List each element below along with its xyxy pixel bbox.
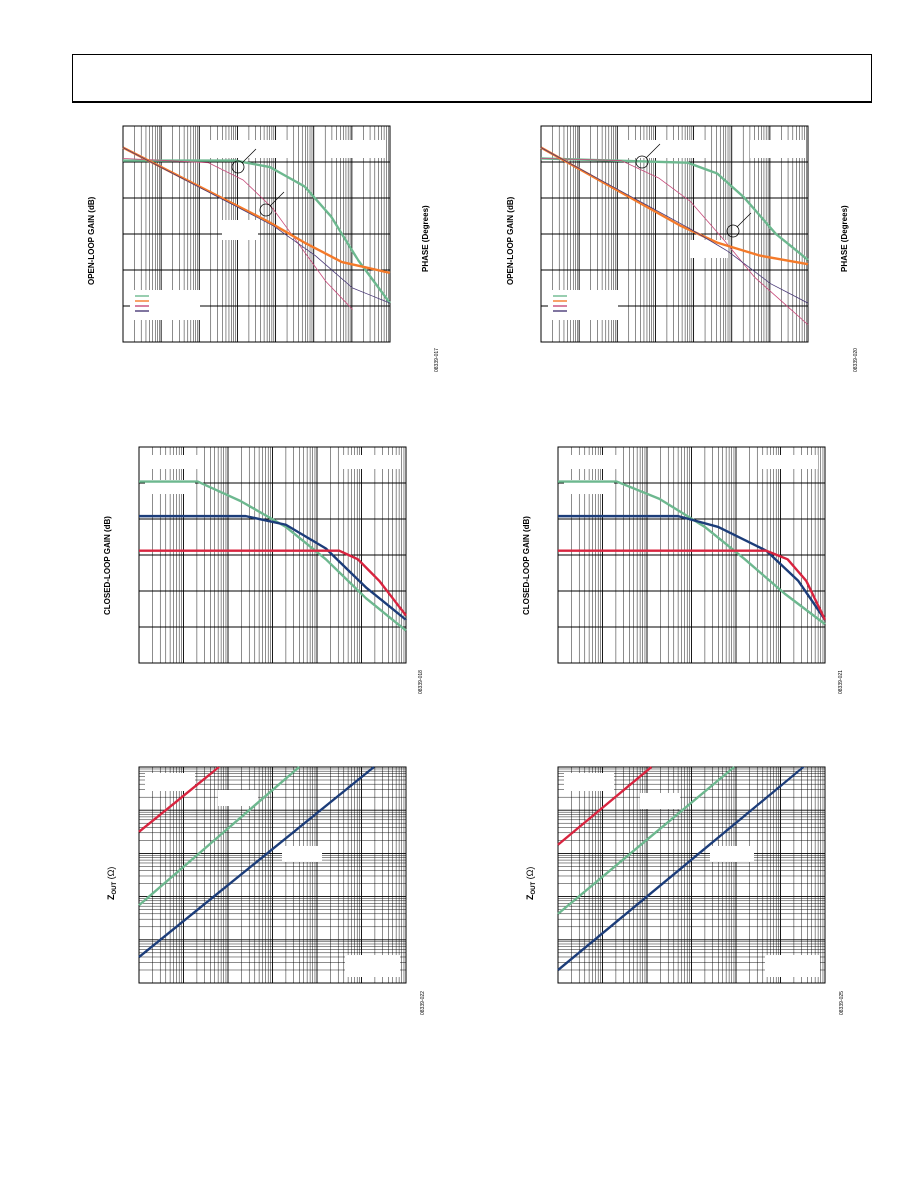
- zout-sub: OUT: [112, 882, 118, 895]
- annotation-box: [218, 790, 258, 806]
- marker-circle: [635, 155, 649, 169]
- series-line-purple: [122, 147, 391, 304]
- closed-loop-gain-chart-left: [138, 446, 407, 664]
- annotation-box: [145, 455, 200, 469]
- annotation-box: [564, 455, 619, 469]
- y-axis-label-phase-right: PHASE (Degrees): [840, 205, 849, 272]
- figure-code-3: 08339-018: [418, 670, 424, 694]
- annotation-box: [145, 773, 195, 791]
- annotation-box: [210, 140, 290, 158]
- series-line-green: [540, 157, 809, 261]
- annotation-box: [765, 955, 820, 977]
- y-axis-label-closed-loop-right: CLOSED-LOOP GAIN (dB): [522, 516, 531, 615]
- series-line-purple: [540, 147, 809, 304]
- figure-code-6: 08339-025: [839, 991, 845, 1015]
- open-loop-gain-chart-left: [122, 125, 391, 343]
- y-axis-label-open-loop-left: OPEN-LOOP GAIN (dB): [87, 196, 96, 285]
- annotation-box: [282, 846, 322, 862]
- series-line-pink: [540, 158, 809, 326]
- y-axis-label-open-loop-right: OPEN-LOOP GAIN (dB): [506, 196, 515, 285]
- annotation-box: [330, 140, 385, 158]
- y-axis-label-zout-left: ZOUT (Ω): [106, 867, 118, 900]
- annotation-box: [628, 140, 708, 158]
- marker-circle: [259, 203, 273, 217]
- annotation-box: [564, 773, 614, 791]
- marker-leader: [269, 191, 285, 207]
- series-line-red: [138, 766, 220, 833]
- series-line-blue: [138, 766, 375, 959]
- series-line-green: [138, 766, 300, 907]
- marker-circle: [231, 160, 245, 174]
- zout-sub: OUT: [531, 882, 537, 895]
- figure-code-4: 08339-021: [838, 670, 844, 694]
- zout-z: Z: [525, 894, 535, 900]
- figure-code-1: 08339-017: [434, 348, 440, 372]
- series-line-green: [122, 159, 391, 304]
- annotation-box: [222, 220, 258, 240]
- series-line-red: [558, 549, 827, 621]
- figure-code-2: 08339-020: [853, 348, 859, 372]
- y-axis-label-zout-right: ZOUT (Ω): [525, 867, 537, 900]
- figure-code-5: 08339-022: [420, 991, 426, 1015]
- annotation-box: [758, 455, 818, 469]
- annotation-box: [690, 240, 728, 258]
- series-line-blue: [139, 514, 407, 621]
- series-line-pink: [122, 158, 353, 310]
- annotation-box: [640, 793, 680, 809]
- annotation-box: [145, 480, 195, 494]
- annotation-box: [548, 290, 618, 320]
- marker-leader: [645, 143, 661, 159]
- annotation-box: [340, 455, 400, 469]
- annotation-box: [710, 846, 754, 862]
- closed-loop-gain-chart-right: [557, 446, 827, 664]
- series-line-green: [139, 480, 407, 632]
- y-axis-label-phase-left: PHASE (Degrees): [421, 205, 430, 272]
- marker-leader: [736, 212, 752, 228]
- marker-leader: [241, 148, 257, 164]
- page-header: [72, 54, 872, 103]
- series-line-green: [557, 766, 735, 915]
- series-line-blue: [558, 514, 826, 621]
- annotation-box: [345, 955, 400, 977]
- zout-z: Z: [106, 894, 116, 900]
- annotation-box: [130, 290, 200, 320]
- zout-unit: (Ω): [106, 867, 116, 882]
- series-line-orange: [122, 146, 391, 275]
- series-line-blue: [557, 766, 805, 971]
- zout-chart-left: [138, 766, 407, 984]
- zout-chart-right: [557, 766, 826, 984]
- open-loop-gain-chart-right: [540, 125, 809, 343]
- annotation-box: [750, 140, 805, 158]
- series-line-green: [558, 480, 826, 626]
- series-line-red: [139, 549, 407, 617]
- y-axis-label-closed-loop-left: CLOSED-LOOP GAIN (dB): [103, 516, 112, 615]
- marker-circle: [726, 224, 740, 238]
- series-line-orange: [540, 146, 809, 266]
- series-line-red: [557, 766, 653, 846]
- annotation-box: [564, 480, 614, 494]
- zout-unit: (Ω): [525, 867, 535, 882]
